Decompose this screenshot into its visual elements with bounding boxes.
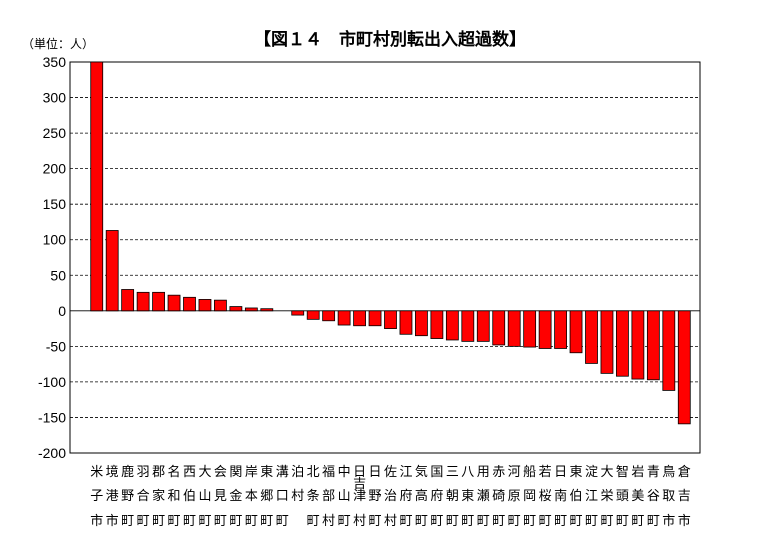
x-category-label: 国府町 xyxy=(430,465,443,529)
y-tick-label: 350 xyxy=(43,54,67,70)
y-tick-label: 200 xyxy=(43,161,67,177)
bar xyxy=(445,310,459,341)
bar xyxy=(554,310,567,349)
bar xyxy=(90,61,104,312)
x-category-label: 三朝町 xyxy=(446,465,459,529)
bars xyxy=(90,61,691,425)
x-category-label: 名和町 xyxy=(168,464,181,529)
bar xyxy=(585,310,598,364)
bar xyxy=(430,310,444,339)
x-category-label: 若桜町 xyxy=(539,464,552,529)
x-category-label: 河原町 xyxy=(508,465,521,529)
y-tick-label: -50 xyxy=(46,338,66,354)
bar xyxy=(105,230,119,312)
bar xyxy=(523,310,537,348)
y-tick-label: 150 xyxy=(43,196,67,212)
y-tick-label: 50 xyxy=(50,267,66,283)
bar xyxy=(492,310,506,346)
bar xyxy=(569,310,583,354)
x-category-label: 会見町 xyxy=(214,465,227,529)
x-category-label: 泊村 xyxy=(291,465,304,504)
x-category-label: 気高町 xyxy=(415,464,428,529)
plot-area xyxy=(69,61,701,454)
unit-label: （単位：人） xyxy=(22,36,94,51)
bar xyxy=(229,306,243,312)
y-tick-label: 0 xyxy=(58,303,66,319)
x-axis-categories: 米子市境港市鹿野町羽合町郡家町名和町西伯町大山町会見町関金町岸本町東郷町溝口町泊… xyxy=(90,464,691,529)
bar xyxy=(384,310,397,329)
bar xyxy=(152,291,165,312)
x-category-label: 関金町 xyxy=(229,465,242,529)
x-category-label: 北条町 xyxy=(307,465,320,529)
y-tick-label: -150 xyxy=(38,409,66,425)
bar xyxy=(214,299,227,312)
x-category-label: 江府町 xyxy=(399,465,412,529)
bar xyxy=(183,296,196,312)
bar xyxy=(368,310,382,327)
x-category-label: 羽合町 xyxy=(137,465,150,529)
x-category-label: 溝口町 xyxy=(276,465,289,529)
x-category-label: 西伯町 xyxy=(183,465,196,529)
x-category-label: 福部村 xyxy=(322,465,335,529)
bar xyxy=(136,291,150,312)
chart-title: 【図１４ 市町村別転出入超過数】 xyxy=(254,29,526,50)
y-tick-label: 250 xyxy=(43,125,67,141)
bar xyxy=(646,310,660,381)
x-category-label: 中山町 xyxy=(338,465,351,529)
x-category-label: 赤碕町 xyxy=(492,465,505,529)
x-category-label: 智頭町 xyxy=(616,465,629,529)
bar xyxy=(631,310,645,380)
x-category-label: 東郷町 xyxy=(260,464,273,529)
bar xyxy=(167,294,181,312)
bar xyxy=(616,310,629,377)
x-category-label: 鹿野町 xyxy=(121,464,134,529)
x-category-label: 倉吉市 xyxy=(678,465,691,529)
x-category-label: 佐治村 xyxy=(384,465,397,529)
bar xyxy=(337,310,351,326)
x-category-label: 岩美町 xyxy=(631,465,644,529)
bar xyxy=(322,310,336,322)
bar xyxy=(507,310,521,347)
bar xyxy=(538,310,552,349)
x-category-label: 大山町 xyxy=(198,465,211,529)
x-category-label: 淀江町 xyxy=(585,465,598,529)
bar xyxy=(399,310,413,335)
y-tick-label: 300 xyxy=(43,90,67,106)
x-category-label: 鳥取市 xyxy=(662,465,675,529)
x-category-label: 東伯町 xyxy=(570,464,583,529)
bar xyxy=(306,310,320,320)
bar xyxy=(476,310,490,342)
bar xyxy=(415,310,428,337)
bar xyxy=(677,310,691,425)
bar xyxy=(260,308,274,312)
y-tick-label: -200 xyxy=(38,445,66,461)
x-category-label: 日南町 xyxy=(554,465,567,529)
x-category-label: 船岡町 xyxy=(523,465,536,529)
bar xyxy=(662,310,676,391)
x-category-label: 岸本町 xyxy=(245,465,258,529)
y-tick-label: -100 xyxy=(38,374,66,390)
bar xyxy=(198,299,212,312)
bar xyxy=(244,307,258,312)
bar xyxy=(600,310,614,374)
bar xyxy=(353,310,366,327)
x-category-label: 境港市 xyxy=(106,465,119,529)
x-category-label: 青谷町 xyxy=(647,465,660,529)
bar xyxy=(291,310,305,316)
x-category-label: 八東町 xyxy=(461,465,474,529)
x-category-label: 米子市 xyxy=(90,465,103,529)
x-category-label: 郡家町 xyxy=(152,465,165,529)
bar xyxy=(121,289,135,312)
x-category-label: 用瀬町 xyxy=(477,465,490,529)
y-tick-label: 100 xyxy=(43,232,67,248)
bar xyxy=(461,310,475,342)
y-axis-ticks: 350 300 250 200 150 100 50 0 -50 -100 -150 -200 xyxy=(38,54,66,461)
x-category-label: 日吉津村 xyxy=(353,465,366,529)
x-category-label: 日野町 xyxy=(369,465,382,529)
x-category-label: 大栄町 xyxy=(600,465,613,529)
